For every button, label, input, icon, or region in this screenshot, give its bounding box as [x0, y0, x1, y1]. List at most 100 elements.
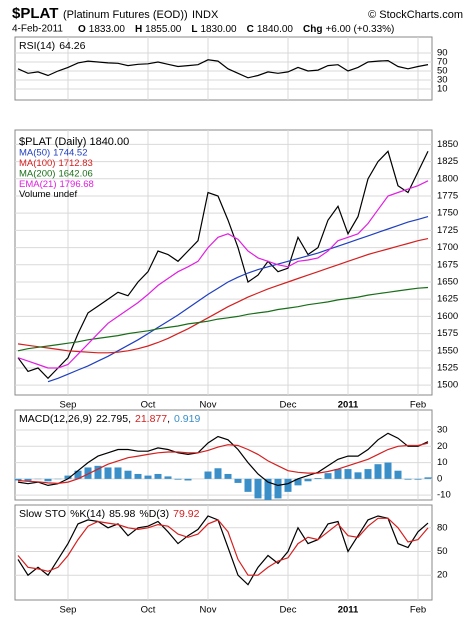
y-tick-label: 1700 — [437, 242, 458, 253]
series-line — [17, 59, 429, 79]
panel — [14, 409, 433, 501]
y-tick-label: 20 — [437, 570, 448, 581]
histogram-bar — [274, 478, 282, 499]
histogram-bar — [44, 478, 52, 482]
legend-name: %D(3) — [139, 508, 169, 520]
y-tick-label: 1575 — [437, 328, 458, 339]
histogram-bar — [254, 478, 262, 499]
legend-value: 1796.68 — [59, 179, 93, 190]
legend-entry: $PLAT (Daily) 1840.00 — [19, 136, 129, 148]
legend-name: EMA(21) — [19, 179, 56, 190]
legend-name: RSI(14) — [19, 40, 55, 52]
histogram-bar — [284, 478, 292, 492]
date: 4-Feb-2011 — [12, 24, 63, 35]
legend-value: 22.795 — [96, 413, 128, 425]
quote-value: +6.00 (+0.33%) — [325, 24, 394, 35]
histogram-bar — [324, 473, 332, 479]
x-tick-label: Dec — [280, 605, 297, 616]
y-tick-label: 70 — [437, 57, 448, 68]
histogram-bar — [184, 478, 192, 481]
x-tick-label: Sep — [60, 605, 77, 616]
histogram-bar — [14, 478, 22, 481]
x-tick-label: Oct — [141, 605, 156, 616]
histogram-bar — [344, 469, 352, 479]
histogram-bar — [334, 469, 342, 479]
panel-legend: RSI(14) 64.26 — [19, 40, 86, 52]
histogram-bar — [24, 478, 32, 482]
separator: , — [167, 413, 170, 425]
quote-value: 1830.00 — [200, 24, 237, 35]
legend-name: MA(50) — [19, 147, 50, 158]
histogram-bar — [174, 478, 182, 480]
y-tick-label: 20 — [437, 441, 448, 452]
histogram-bar — [154, 473, 162, 479]
legend-name: %K(14) — [70, 508, 105, 520]
histogram-bar — [414, 478, 422, 480]
y-tick-label: 1725 — [437, 225, 458, 236]
histogram-bar — [64, 475, 72, 479]
histogram-bar — [204, 471, 212, 479]
series-line — [17, 442, 429, 485]
y-tick-label: 30 — [437, 75, 448, 86]
histogram-bar — [234, 478, 242, 483]
quote-label: O — [78, 24, 86, 35]
x-tick-label: Feb — [410, 400, 426, 411]
x-tick-label: 2011 — [338, 400, 359, 411]
y-tick-label: 80 — [437, 522, 448, 533]
series-line — [17, 286, 429, 352]
y-tick-label: 10 — [437, 84, 448, 95]
histogram-bar — [104, 467, 112, 479]
series-line — [17, 180, 429, 369]
series-line — [17, 150, 429, 380]
y-tick-label: 1525 — [437, 362, 458, 373]
symbol: $PLAT — [12, 5, 58, 22]
histogram-bar — [94, 465, 102, 479]
y-tick-label: 10 — [437, 457, 448, 468]
x-tick-label: Feb — [410, 605, 426, 616]
y-tick-label: 50 — [437, 546, 448, 557]
y-tick-label: 1675 — [437, 259, 458, 270]
histogram-bar — [84, 467, 92, 479]
y-tick-label: 1800 — [437, 173, 458, 184]
histogram-bar — [364, 469, 372, 479]
histogram-bar — [264, 478, 272, 500]
y-tick-label: 1550 — [437, 345, 458, 356]
series-line — [17, 432, 429, 487]
legend-value: 79.92 — [173, 508, 199, 520]
y-tick-label: 1600 — [437, 311, 458, 322]
histogram-bar — [164, 476, 172, 479]
y-tick-label: 1500 — [437, 380, 458, 391]
histogram-bar — [384, 462, 392, 479]
histogram-bar — [354, 472, 362, 479]
legend-entry: MA(100) 1712.83 — [19, 158, 93, 169]
legend-value: 21.877 — [135, 413, 167, 425]
legend-entry: MA(50) 1744.52 — [19, 147, 88, 158]
histogram-bar — [124, 470, 132, 479]
quote-value: 1855.00 — [145, 24, 182, 35]
y-tick-label: 1775 — [437, 190, 458, 201]
copyright: © StockCharts.com — [368, 9, 463, 21]
histogram-bar — [74, 470, 82, 479]
quote-label: Chg — [303, 24, 322, 35]
quote-label: C — [247, 24, 254, 35]
histogram-bar — [404, 478, 412, 480]
histogram-bar — [294, 478, 302, 486]
quote-value: 1833.00 — [89, 24, 126, 35]
panel-legend: MACD(12,26,9) 22.795, 21.877, 0.919 — [19, 413, 200, 425]
legend-value: 1840.00 — [89, 136, 129, 148]
legend-name: MA(200) — [19, 168, 55, 179]
legend-value: 1712.83 — [58, 158, 92, 169]
histogram-bar — [214, 468, 222, 479]
panel-title: Slow STO — [19, 508, 66, 520]
legend-value: 1642.06 — [58, 168, 92, 179]
quote: O 1833.00 H 1855.00 L 1830.00 C 1840.00 Chg +6.00… — [78, 24, 394, 35]
legend-entry: MA(200) 1642.06 — [19, 168, 93, 179]
x-tick-label: Sep — [60, 400, 77, 411]
y-tick-label: 1625 — [437, 294, 458, 305]
histogram-bar — [134, 473, 142, 479]
y-tick-label: 1850 — [437, 139, 458, 150]
legend-name: MA(100) — [19, 158, 55, 169]
legend-name: MACD(12,26,9) — [19, 413, 92, 425]
y-tick-label: 1825 — [437, 156, 458, 167]
